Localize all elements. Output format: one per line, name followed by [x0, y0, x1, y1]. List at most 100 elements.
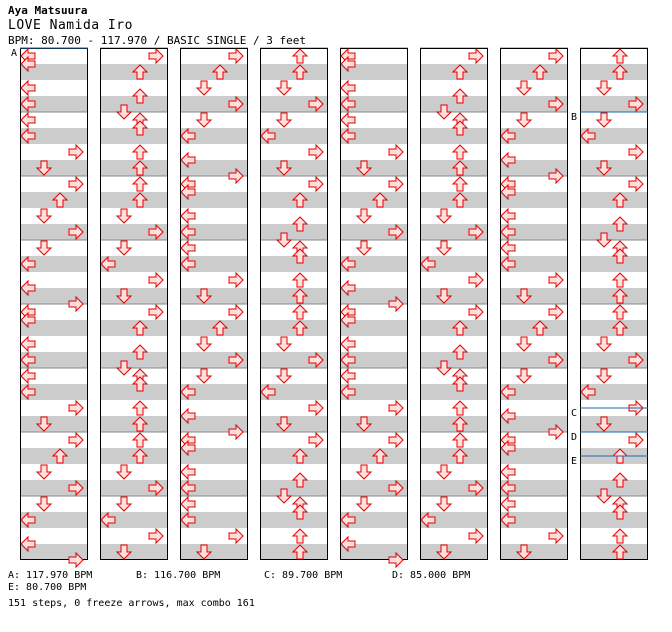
step-arrow [211, 64, 229, 80]
step-arrow [451, 416, 469, 432]
step-arrow [420, 511, 436, 529]
step-arrow [228, 303, 244, 321]
step-arrow [355, 240, 373, 256]
step-arrow [20, 383, 36, 401]
step-arrow [35, 496, 53, 512]
step-arrow [611, 504, 629, 520]
step-arrow [355, 416, 373, 432]
step-arrow [515, 288, 533, 304]
step-arrow [148, 47, 164, 65]
step-arrow [20, 79, 36, 97]
step-arrow [548, 47, 564, 65]
step-arrow [531, 320, 549, 336]
step-arrow [371, 448, 389, 464]
step-arrow [435, 544, 453, 560]
step-arrow [308, 143, 324, 161]
step-arrow [20, 367, 36, 385]
step-arrow [451, 192, 469, 208]
step-arrow [68, 551, 84, 569]
step-arrow [435, 208, 453, 224]
step-arrow [20, 511, 36, 529]
step-arrow [100, 255, 116, 273]
step-arrow [20, 127, 36, 145]
step-arrow [468, 223, 484, 241]
step-arrow [20, 535, 36, 553]
step-arrow [291, 216, 309, 232]
chart-column [340, 48, 408, 560]
step-arrow [131, 344, 149, 360]
bpm-change-label: B [571, 112, 577, 123]
step-arrow [180, 407, 196, 425]
step-arrow [515, 112, 533, 128]
step-arrow [68, 399, 84, 417]
step-arrow [131, 160, 149, 176]
step-arrow [195, 336, 213, 352]
step-arrow [515, 80, 533, 96]
step-arrow [515, 336, 533, 352]
step-arrow [308, 399, 324, 417]
step-arrow [611, 216, 629, 232]
step-arrow [195, 288, 213, 304]
step-arrow [20, 351, 36, 369]
step-arrow [115, 544, 133, 560]
step-arrow [500, 127, 516, 145]
step-arrow [68, 479, 84, 497]
step-arrow [131, 320, 149, 336]
step-arrow [340, 311, 356, 329]
step-arrow [500, 479, 516, 497]
step-arrow [131, 144, 149, 160]
step-arrow [180, 239, 196, 257]
step-arrow [548, 527, 564, 545]
step-arrow [275, 488, 293, 504]
step-arrow [308, 351, 324, 369]
step-arrow [611, 528, 629, 544]
step-arrow [260, 127, 276, 145]
step-arrow [515, 544, 533, 560]
step-arrow [131, 448, 149, 464]
step-arrow [611, 544, 629, 560]
step-arrow [595, 160, 613, 176]
chart-column [420, 48, 488, 560]
chart-column [580, 48, 648, 560]
step-arrow [180, 511, 196, 529]
step-arrow [275, 232, 293, 248]
step-arrow [340, 351, 356, 369]
step-arrow [595, 336, 613, 352]
step-arrow [611, 64, 629, 80]
step-arrow [451, 176, 469, 192]
step-arrow [275, 416, 293, 432]
step-arrow [500, 223, 516, 241]
step-arrow [20, 335, 36, 353]
step-arrow [180, 439, 196, 457]
step-arrow [611, 192, 629, 208]
step-arrow [388, 295, 404, 313]
step-arrow [340, 279, 356, 297]
step-arrow [115, 496, 133, 512]
step-arrow [35, 416, 53, 432]
step-arrow [420, 255, 436, 273]
step-arrow [291, 272, 309, 288]
step-arrow [51, 448, 69, 464]
step-arrow [500, 183, 516, 201]
step-arrow [611, 48, 629, 64]
step-arrow [340, 511, 356, 529]
step-arrow [500, 407, 516, 425]
step-arrow [451, 64, 469, 80]
step-arrow [580, 127, 596, 145]
step-arrow [340, 127, 356, 145]
step-arrow [20, 111, 36, 129]
step-arrow [131, 64, 149, 80]
step-arrow [435, 288, 453, 304]
step-arrow [500, 383, 516, 401]
step-arrow [115, 208, 133, 224]
step-arrow [435, 464, 453, 480]
step-arrow [548, 423, 564, 441]
step-arrow [180, 151, 196, 169]
step-arrow [275, 80, 293, 96]
step-arrow [515, 368, 533, 384]
step-arrow [595, 232, 613, 248]
step-arrow [435, 496, 453, 512]
step-arrow [180, 127, 196, 145]
bpm-change-label: E [571, 456, 577, 467]
chart-summary: 151 steps, 0 freeze arrows, max combo 16… [8, 598, 255, 609]
